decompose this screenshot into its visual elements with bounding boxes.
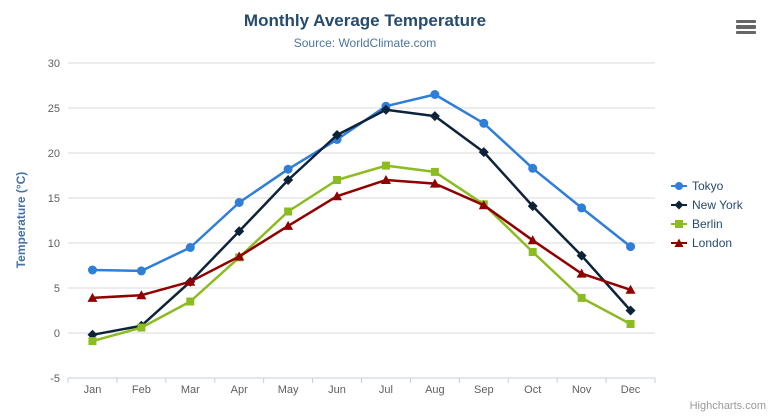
y-axis-tick-label: 20	[48, 148, 60, 160]
x-axis-tick-label: Mar	[181, 384, 200, 396]
data-point[interactable]	[136, 290, 147, 300]
data-point[interactable]	[478, 147, 489, 158]
legend-item-new-york[interactable]: New York	[671, 195, 743, 214]
data-point[interactable]	[380, 104, 391, 115]
legend-marker-icon	[671, 181, 687, 190]
data-point[interactable]	[381, 161, 390, 170]
y-axis-tick-label: 10	[48, 238, 60, 250]
series-line-new-york[interactable]	[91, 108, 632, 337]
x-axis-tick-label: May	[278, 384, 299, 396]
context-menu-button[interactable]	[732, 15, 760, 39]
data-point[interactable]	[625, 284, 636, 294]
data-point[interactable]	[430, 167, 439, 176]
y-axis-tick-label: 30	[48, 58, 60, 70]
legend-item-berlin[interactable]: Berlin	[671, 214, 743, 233]
data-point[interactable]	[479, 118, 489, 128]
data-point[interactable]	[234, 226, 245, 237]
chart-subtitle: Source: WorldClimate.com	[293, 36, 437, 50]
data-point[interactable]	[429, 111, 440, 122]
x-axis-tick-label: Oct	[524, 384, 541, 396]
data-point[interactable]	[577, 203, 587, 213]
x-axis-tick-label: Aug	[425, 384, 445, 396]
y-axis-tick-label: 0	[54, 328, 60, 340]
legend-item-london[interactable]: London	[671, 233, 743, 252]
data-point[interactable]	[185, 243, 195, 252]
data-point[interactable]	[626, 320, 635, 328]
legend-label: Berlin	[692, 216, 723, 231]
y-axis-tick-label: 25	[48, 103, 60, 115]
hamburger-icon	[736, 30, 756, 35]
series-line-berlin[interactable]	[91, 164, 632, 343]
credits-link[interactable]: Highcharts.com	[689, 400, 766, 412]
data-point[interactable]	[333, 176, 342, 184]
data-point[interactable]	[380, 175, 391, 184]
data-point[interactable]	[430, 90, 440, 99]
hamburger-icon	[736, 19, 756, 24]
hamburger-icon	[736, 25, 756, 29]
data-point[interactable]	[87, 265, 97, 275]
data-point[interactable]	[137, 323, 146, 332]
data-point[interactable]	[332, 130, 343, 140]
data-point[interactable]	[576, 250, 587, 261]
legend: Tokyo New York Berlin London	[671, 176, 743, 252]
legend-label: New York	[692, 197, 743, 212]
x-axis-tick-label: Sep	[474, 384, 494, 396]
data-point[interactable]	[626, 242, 636, 252]
y-axis-tick-label: 5	[54, 283, 60, 295]
legend-marker-icon	[671, 238, 687, 247]
data-point[interactable]	[87, 292, 98, 302]
legend-marker-icon	[671, 219, 687, 228]
data-point[interactable]	[284, 207, 293, 216]
data-point[interactable]	[527, 201, 538, 212]
chart-title: Monthly Average Temperature	[243, 11, 487, 30]
legend-item-tokyo[interactable]: Tokyo	[671, 176, 743, 195]
legend-label: London	[692, 235, 733, 250]
data-point[interactable]	[136, 266, 146, 276]
x-axis-tick-label: Apr	[231, 384, 248, 396]
data-point[interactable]	[186, 297, 195, 306]
data-point[interactable]	[185, 276, 196, 286]
data-point[interactable]	[88, 337, 97, 346]
data-point[interactable]	[283, 164, 293, 174]
data-point[interactable]	[577, 293, 586, 302]
data-point[interactable]	[234, 198, 244, 207]
series-line-london[interactable]	[91, 178, 632, 300]
data-point[interactable]	[625, 305, 636, 316]
data-point[interactable]	[478, 200, 489, 210]
data-point[interactable]	[283, 220, 294, 230]
data-point[interactable]	[234, 251, 245, 261]
x-axis-tick-label: Nov	[572, 384, 592, 396]
data-point[interactable]	[576, 268, 587, 278]
data-point[interactable]	[283, 175, 294, 185]
x-axis-tick-label: Jan	[84, 384, 102, 396]
data-point[interactable]	[332, 191, 343, 201]
data-point[interactable]	[528, 248, 537, 256]
x-axis-tick-label: Jun	[328, 384, 346, 396]
legend-label: Tokyo	[692, 178, 724, 193]
x-axis-tick-label: Jul	[379, 384, 393, 396]
data-point[interactable]	[528, 163, 538, 173]
x-axis-tick-label: Dec	[621, 384, 641, 396]
y-axis-tick-label: -5	[50, 373, 60, 385]
data-point[interactable]	[527, 235, 538, 245]
series-line-tokyo[interactable]	[91, 93, 632, 273]
legend-marker-icon	[671, 200, 687, 209]
data-point[interactable]	[429, 178, 440, 188]
y-axis-title: Temperature (°C)	[14, 171, 28, 269]
y-axis-tick-label: 15	[48, 193, 60, 205]
x-axis-tick-label: Feb	[132, 384, 151, 396]
